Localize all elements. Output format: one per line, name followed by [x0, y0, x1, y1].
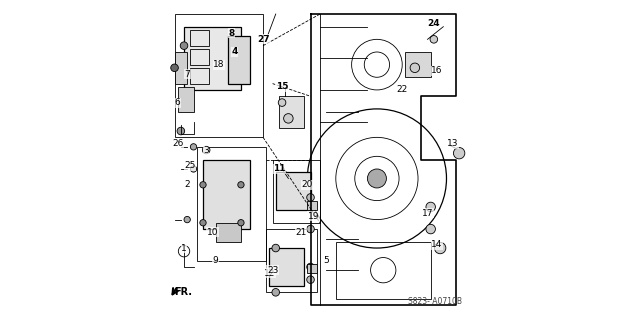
Bar: [269, 248, 304, 286]
Text: 13: 13: [447, 139, 459, 148]
Text: 19: 19: [308, 212, 319, 221]
Text: 7: 7: [184, 70, 190, 78]
Circle shape: [307, 263, 314, 271]
Circle shape: [177, 127, 185, 135]
Bar: [178, 87, 193, 112]
Circle shape: [200, 219, 206, 226]
Bar: [190, 68, 209, 84]
Circle shape: [426, 202, 435, 212]
Text: 27: 27: [257, 35, 269, 44]
Circle shape: [272, 244, 280, 252]
Circle shape: [278, 99, 286, 106]
Text: 2: 2: [184, 180, 190, 189]
Text: S823- A0710B: S823- A0710B: [408, 297, 462, 306]
Circle shape: [238, 182, 244, 188]
Bar: [203, 160, 250, 229]
Text: 26: 26: [172, 139, 184, 148]
Text: 24: 24: [428, 19, 440, 28]
Text: FR.: FR.: [175, 287, 193, 297]
Circle shape: [171, 64, 179, 71]
Circle shape: [430, 35, 438, 43]
Text: 5: 5: [323, 256, 329, 265]
Circle shape: [180, 93, 188, 100]
Circle shape: [426, 224, 435, 234]
Text: 1: 1: [181, 243, 187, 253]
Text: 11: 11: [273, 165, 285, 174]
Bar: [405, 52, 431, 77]
Circle shape: [190, 144, 196, 150]
Circle shape: [238, 219, 244, 226]
Circle shape: [307, 194, 314, 201]
Text: 17: 17: [422, 209, 433, 218]
Circle shape: [202, 146, 210, 154]
Text: 8: 8: [228, 28, 235, 38]
Text: 4: 4: [232, 48, 238, 56]
Text: 12: 12: [264, 269, 275, 278]
Bar: [336, 242, 431, 299]
Text: 23: 23: [267, 266, 278, 275]
Circle shape: [190, 166, 196, 172]
Circle shape: [367, 169, 387, 188]
Text: 6: 6: [175, 98, 180, 107]
Text: 21: 21: [295, 228, 307, 237]
Circle shape: [200, 182, 206, 188]
Text: 15: 15: [276, 82, 288, 91]
Text: 20: 20: [301, 180, 313, 189]
Text: 3: 3: [204, 145, 209, 154]
Bar: [196, 147, 266, 261]
Circle shape: [272, 288, 280, 296]
Bar: [190, 49, 209, 65]
Text: 25: 25: [185, 161, 196, 170]
Circle shape: [307, 276, 314, 284]
Bar: [266, 229, 317, 292]
Bar: [276, 172, 310, 210]
Bar: [228, 36, 250, 84]
Circle shape: [435, 242, 446, 254]
Bar: [190, 30, 209, 46]
Circle shape: [284, 114, 293, 123]
Bar: [307, 264, 317, 273]
Text: 22: 22: [397, 85, 408, 94]
Text: 10: 10: [207, 228, 218, 237]
Circle shape: [180, 67, 188, 75]
Bar: [216, 223, 241, 242]
Circle shape: [410, 63, 420, 72]
Bar: [175, 14, 263, 137]
Bar: [279, 96, 304, 128]
Bar: [273, 160, 320, 223]
Circle shape: [454, 147, 465, 159]
Text: 9: 9: [212, 256, 218, 265]
Circle shape: [307, 225, 314, 233]
Circle shape: [184, 216, 190, 223]
Bar: [184, 27, 241, 90]
Bar: [175, 52, 187, 84]
Bar: [307, 201, 317, 210]
Text: 16: 16: [431, 66, 443, 76]
Circle shape: [180, 42, 188, 49]
Text: 14: 14: [431, 241, 443, 249]
Text: 18: 18: [213, 60, 225, 69]
